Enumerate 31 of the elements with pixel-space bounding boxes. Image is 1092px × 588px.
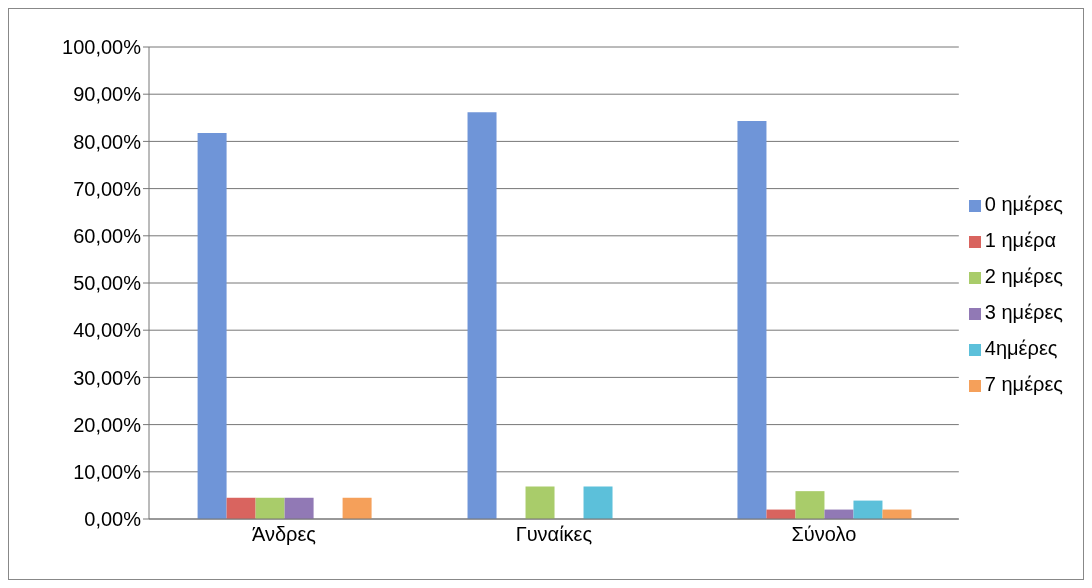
- y-tick-label: 100,00%: [62, 36, 142, 59]
- y-tick-label: 50,00%: [73, 272, 142, 295]
- y-tick-label: 0,00%: [84, 508, 142, 531]
- y-tick-label: 20,00%: [73, 413, 142, 436]
- legend-label: 1 ημέρα: [984, 229, 1056, 251]
- bar: [583, 486, 613, 519]
- y-tick-label: 80,00%: [73, 130, 142, 153]
- legend-label: 7 ημέρες: [984, 373, 1063, 395]
- legend-label: 2 ημέρες: [984, 265, 1063, 287]
- y-tick-label: 60,00%: [73, 224, 142, 247]
- x-tick-label: Γυναίκες: [515, 523, 593, 546]
- x-tick-label: Σύνολο: [791, 523, 857, 546]
- bar: [795, 491, 825, 519]
- bar: [284, 497, 314, 519]
- x-tick-label: Άνδρες: [251, 523, 317, 546]
- bar: [342, 497, 372, 519]
- y-tick-label: 70,00%: [73, 177, 142, 200]
- legend-label: 0 ημέρες: [984, 193, 1063, 215]
- bar: [853, 500, 883, 519]
- bar: [255, 497, 285, 519]
- legend-label: 3 ημέρες: [984, 301, 1063, 323]
- legend-label: 4ημέρες: [984, 337, 1058, 359]
- y-tick-label: 10,00%: [73, 460, 142, 483]
- y-tick-label: 90,00%: [73, 83, 142, 106]
- bar: [197, 132, 227, 519]
- bar: [525, 486, 555, 519]
- y-tick-label: 40,00%: [73, 319, 142, 342]
- bar: [737, 121, 767, 519]
- bar: [226, 497, 256, 519]
- y-tick-label: 30,00%: [73, 366, 142, 389]
- bar: [467, 112, 497, 519]
